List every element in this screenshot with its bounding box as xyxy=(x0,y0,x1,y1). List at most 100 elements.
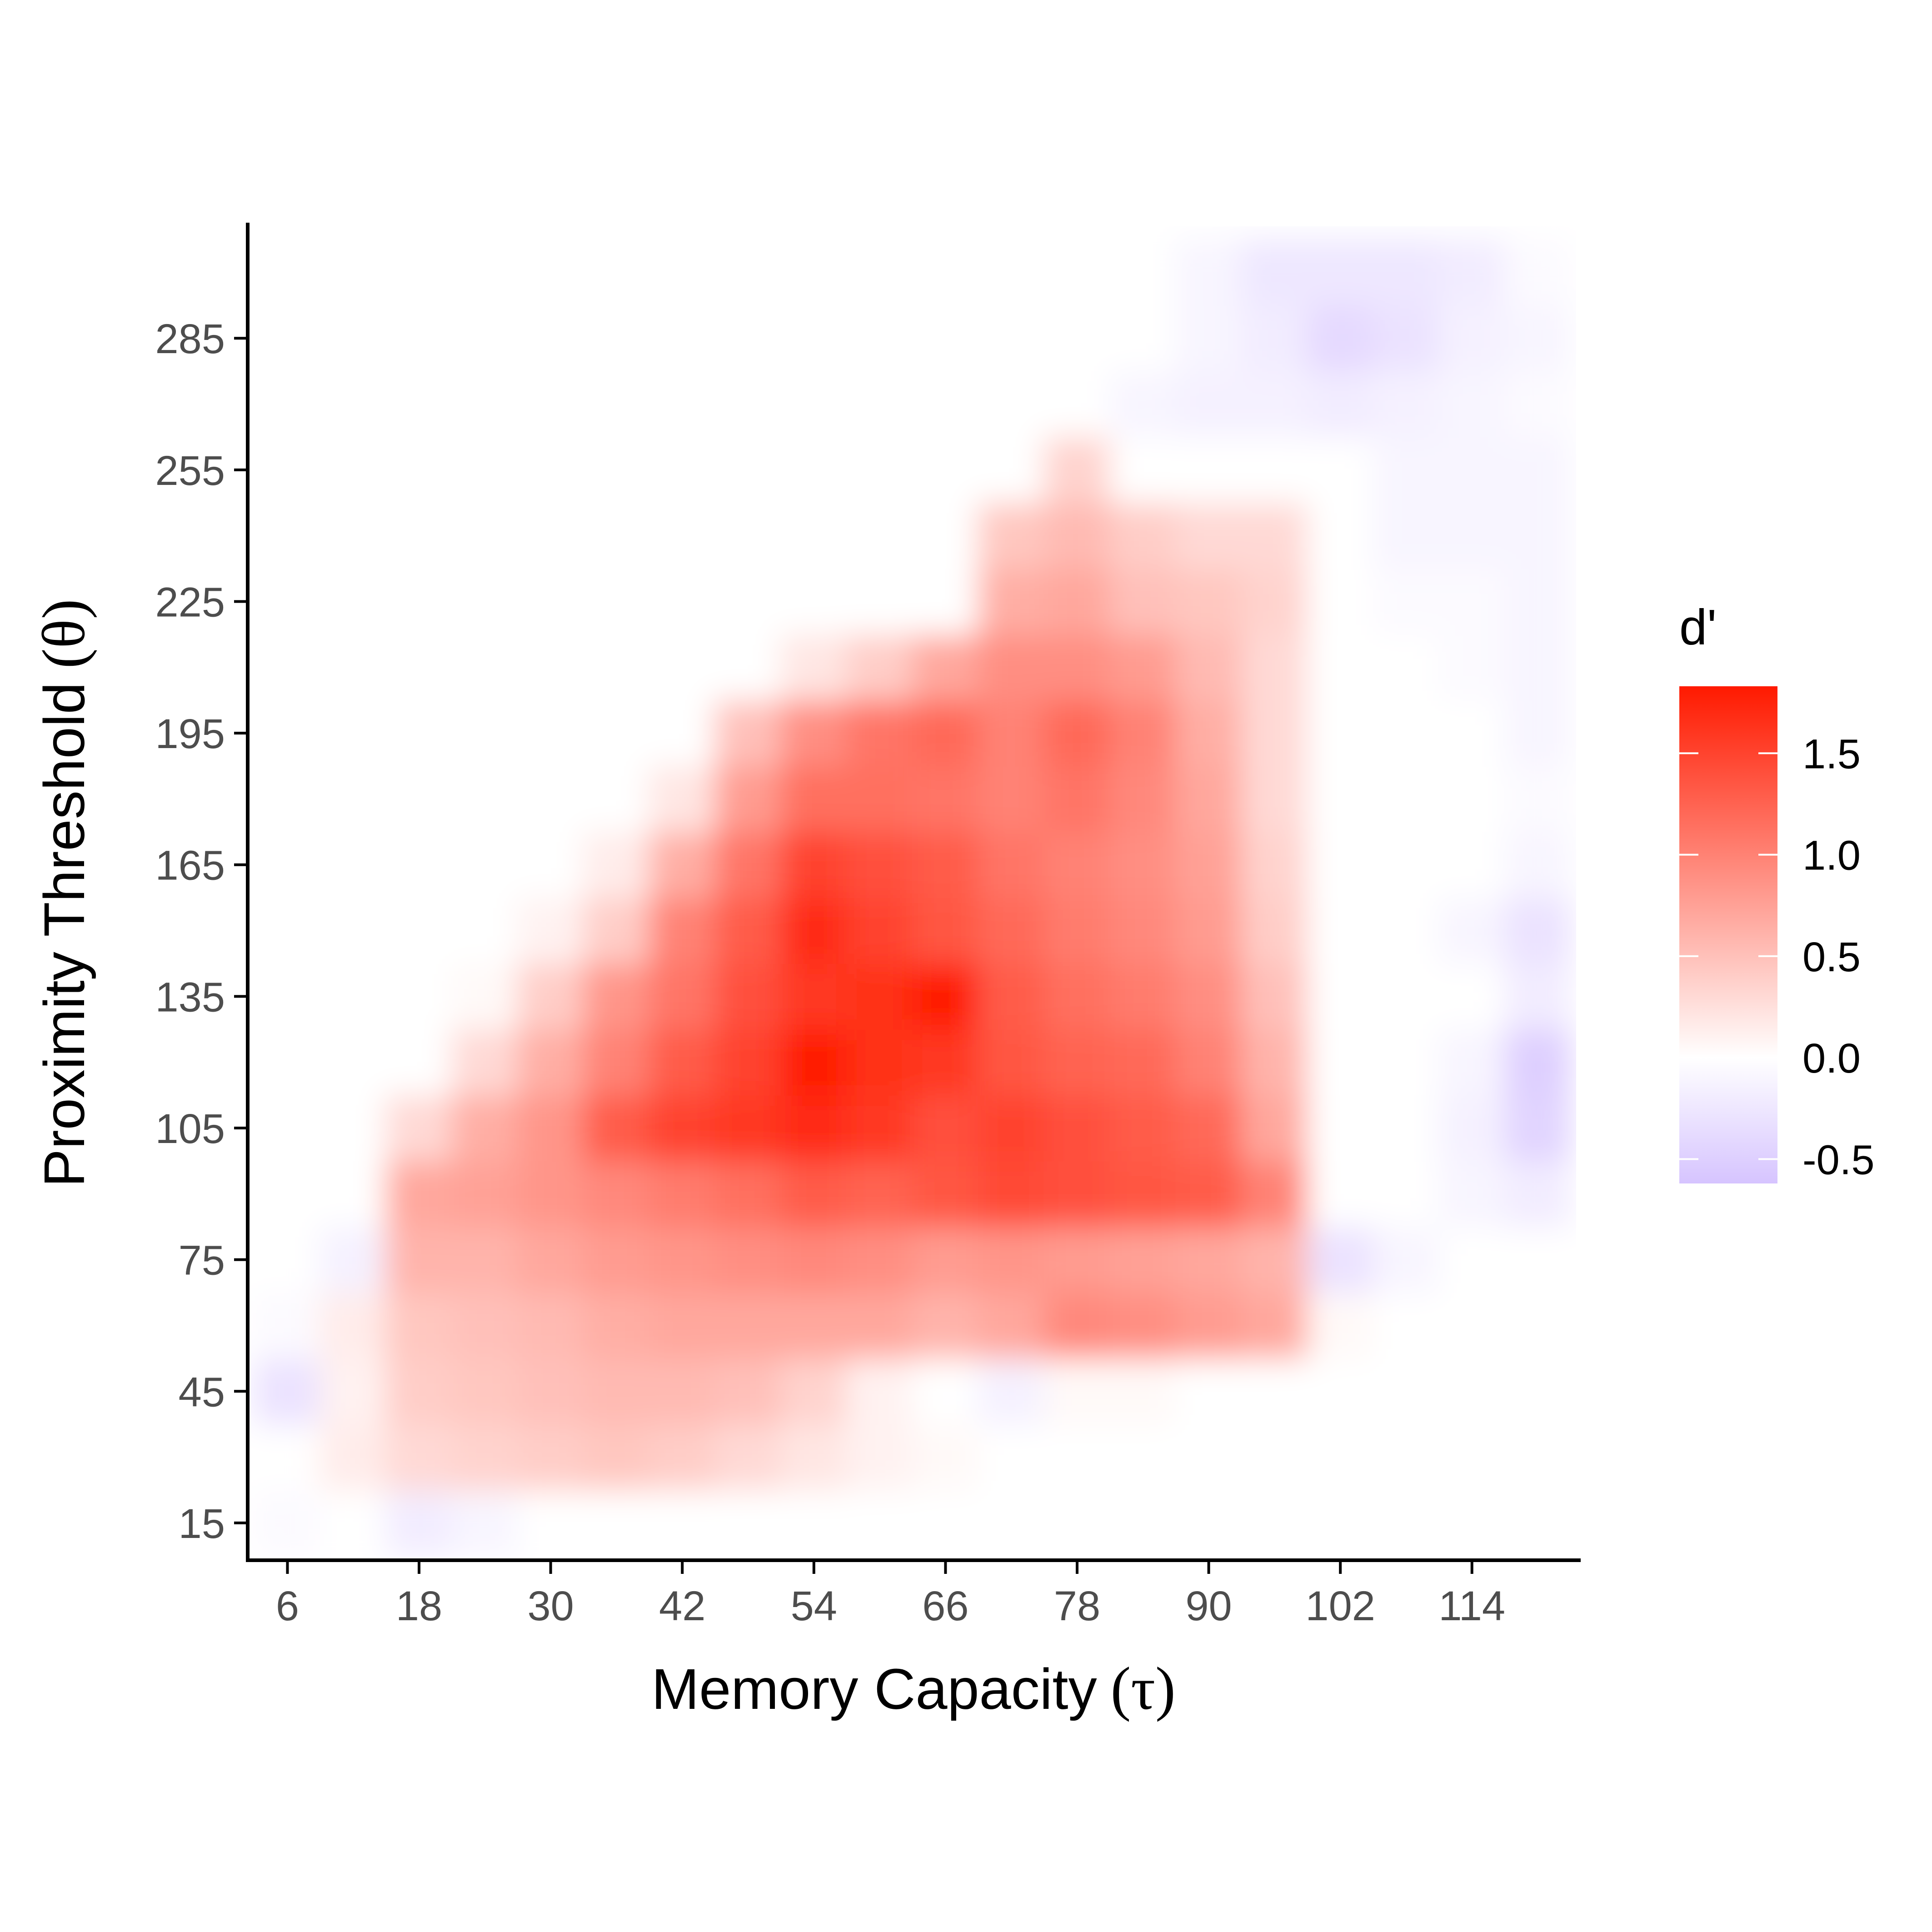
heatmap-cell xyxy=(1175,1423,1242,1491)
heatmap-cell xyxy=(1043,502,1111,569)
heatmap-cell xyxy=(780,1226,848,1293)
heatmap-cell xyxy=(978,963,1045,1030)
heatmap-cell xyxy=(385,634,453,701)
heatmap-cell xyxy=(1175,305,1242,372)
heatmap-cell xyxy=(780,1423,848,1491)
heatmap-cell xyxy=(912,568,979,635)
heatmap-cell xyxy=(649,1423,716,1491)
y-tick-label: 135 xyxy=(155,974,225,1020)
heatmap-cell xyxy=(714,765,782,833)
heatmap-cell xyxy=(517,1489,584,1557)
heatmap-cell xyxy=(780,963,848,1030)
heatmap-cell xyxy=(1043,634,1111,701)
heatmap-cell xyxy=(1043,1160,1111,1228)
legend-label: -0.5 xyxy=(1802,1137,1875,1183)
heatmap-cell xyxy=(912,1292,979,1359)
heatmap-cell xyxy=(1241,831,1308,899)
heatmap-cell xyxy=(517,1358,584,1425)
heatmap-cell xyxy=(1241,1358,1308,1425)
heatmap-cell xyxy=(1504,1160,1571,1228)
heatmap-cell xyxy=(385,370,453,438)
heatmap-cell xyxy=(451,502,519,569)
heatmap-cell xyxy=(649,305,716,372)
heatmap-cell xyxy=(1175,963,1242,1030)
heatmap-cell xyxy=(320,1226,387,1293)
heatmap-cell xyxy=(385,239,453,306)
heatmap-cell xyxy=(451,370,519,438)
heatmap-cell xyxy=(780,239,848,306)
heatmap-cell xyxy=(912,765,979,833)
x-axis-ticks: 6 18 30 42 54 66 78 90 102 114 xyxy=(276,1560,1505,1629)
heatmap-cell xyxy=(978,831,1045,899)
heatmap-cell xyxy=(1175,1028,1242,1096)
heatmap-cell xyxy=(1043,1292,1111,1359)
heatmap-cell xyxy=(320,1423,387,1491)
heatmap-cell xyxy=(846,1094,913,1162)
heatmap-cell xyxy=(451,1160,519,1228)
heatmap-cell xyxy=(1307,1358,1374,1425)
heatmap-cell xyxy=(385,1489,453,1557)
heatmap-cell xyxy=(1504,568,1571,635)
heatmap-cell xyxy=(517,305,584,372)
heatmap-cell xyxy=(649,1094,716,1162)
heatmap-cell xyxy=(978,1358,1045,1425)
legend-label: 0.5 xyxy=(1802,934,1861,980)
heatmap-cell xyxy=(846,568,913,635)
heatmap-cell xyxy=(385,305,453,372)
heatmap-cell xyxy=(1438,1423,1506,1491)
heatmap-cell xyxy=(254,1094,321,1162)
heatmap-cell xyxy=(912,436,979,504)
heatmap-cell xyxy=(1373,502,1440,569)
heatmap-cell xyxy=(714,568,782,635)
heatmap-cell xyxy=(254,634,321,701)
heatmap-cell xyxy=(1438,831,1506,899)
heatmap-cell xyxy=(846,1489,913,1557)
y-tick-label: 75 xyxy=(179,1238,225,1284)
heatmap-cell xyxy=(320,1292,387,1359)
heatmap-cell xyxy=(649,1028,716,1096)
heatmap-cell xyxy=(1043,831,1111,899)
heatmap-cell xyxy=(1175,370,1242,438)
heatmap-cell xyxy=(978,370,1045,438)
heatmap-cell xyxy=(1043,963,1111,1030)
heatmap-cell xyxy=(1373,897,1440,964)
heatmap-cell xyxy=(385,831,453,899)
heatmap-cell xyxy=(846,370,913,438)
heatmap-cell xyxy=(1241,370,1308,438)
x-tick-label: 66 xyxy=(922,1583,968,1629)
heatmap-cell xyxy=(254,699,321,767)
heatmap-cell xyxy=(1043,1358,1111,1425)
heatmap-cell xyxy=(254,239,321,306)
heatmap-cell xyxy=(780,1358,848,1425)
x-axis: 6 18 30 42 54 66 78 90 102 114 xyxy=(246,1558,1581,1629)
heatmap-cell xyxy=(1175,502,1242,569)
heatmap-cell xyxy=(1109,568,1177,635)
heatmap-cell xyxy=(1109,634,1177,701)
heatmap-cell xyxy=(978,897,1045,964)
heatmap-cell xyxy=(451,634,519,701)
heatmap-cell xyxy=(1241,568,1308,635)
heatmap-cell xyxy=(978,699,1045,767)
heatmap-cell xyxy=(1438,699,1506,767)
heatmap-cell xyxy=(583,897,650,964)
x-tick-label: 30 xyxy=(527,1583,574,1629)
heatmap-cell xyxy=(517,831,584,899)
heatmap-cell xyxy=(254,1160,321,1228)
heatmap-cell xyxy=(912,1094,979,1162)
y-tick-label: 15 xyxy=(179,1501,225,1547)
heatmap-cell xyxy=(978,1292,1045,1359)
heatmap-cell xyxy=(978,1160,1045,1228)
heatmap-cell xyxy=(1307,502,1374,569)
heatmap-cell xyxy=(1438,370,1506,438)
heatmap-cell xyxy=(780,1094,848,1162)
heatmap-cell xyxy=(649,963,716,1030)
heatmap-cell xyxy=(978,634,1045,701)
x-tick-label: 54 xyxy=(791,1583,837,1629)
heatmap-cell xyxy=(1175,897,1242,964)
heatmap-cell xyxy=(1373,1028,1440,1096)
heatmap-cell xyxy=(1175,1489,1242,1557)
heatmap-cell xyxy=(1438,634,1506,701)
heatmap-cell xyxy=(978,568,1045,635)
heatmap-cell xyxy=(583,568,650,635)
